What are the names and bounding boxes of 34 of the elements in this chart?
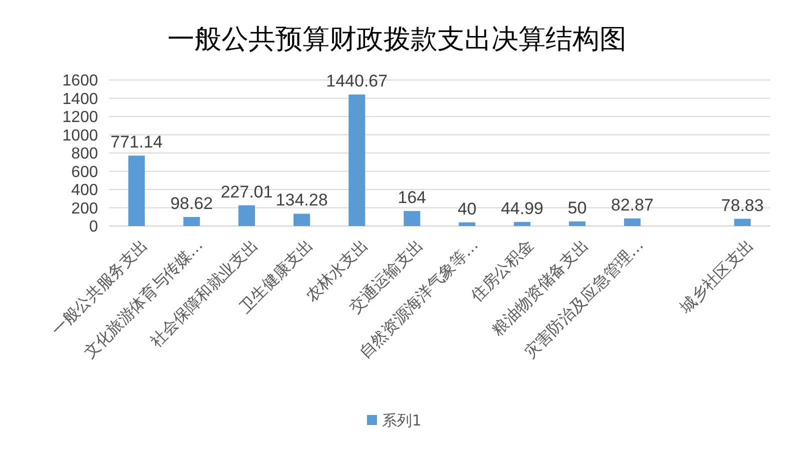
y-tick-label: 1000 bbox=[62, 127, 98, 144]
chart-title: 一般公共预算财政拨款支出决算结构图 bbox=[168, 24, 626, 55]
data-label: 82.87 bbox=[611, 195, 654, 214]
y-tick-label: 1200 bbox=[62, 109, 98, 126]
data-label: 44.99 bbox=[500, 198, 544, 218]
bar bbox=[404, 211, 420, 226]
y-tick-label: 800 bbox=[71, 146, 98, 163]
bar bbox=[624, 218, 641, 226]
bar bbox=[183, 217, 200, 226]
data-label: 771.14 bbox=[110, 132, 163, 152]
bar bbox=[568, 221, 586, 226]
y-tick-label: 1400 bbox=[62, 90, 98, 108]
data-label: 78.83 bbox=[721, 196, 764, 215]
y-tick-label: 200 bbox=[71, 200, 98, 218]
data-label: 227.01 bbox=[220, 182, 273, 202]
bar bbox=[514, 222, 530, 226]
bar bbox=[238, 205, 255, 226]
y-tick-label: 0 bbox=[89, 218, 98, 236]
x-tick-label: 城乡社区支出 bbox=[675, 235, 758, 318]
bar bbox=[348, 94, 366, 226]
data-label: 164 bbox=[398, 188, 426, 208]
data-label: 98.62 bbox=[170, 194, 213, 213]
y-tick-label: 400 bbox=[71, 182, 98, 200]
data-label: 1440.67 bbox=[326, 72, 388, 91]
bar bbox=[128, 156, 145, 226]
y-tick-label: 600 bbox=[71, 164, 98, 181]
data-label: 40 bbox=[458, 199, 477, 218]
bar bbox=[294, 214, 310, 226]
bar bbox=[734, 218, 751, 226]
y-tick-label: 1600 bbox=[62, 72, 98, 90]
data-label: 50 bbox=[568, 198, 587, 218]
data-label: 134.28 bbox=[276, 190, 328, 210]
bar bbox=[458, 222, 476, 226]
legend-label: 系列1 bbox=[382, 411, 422, 430]
